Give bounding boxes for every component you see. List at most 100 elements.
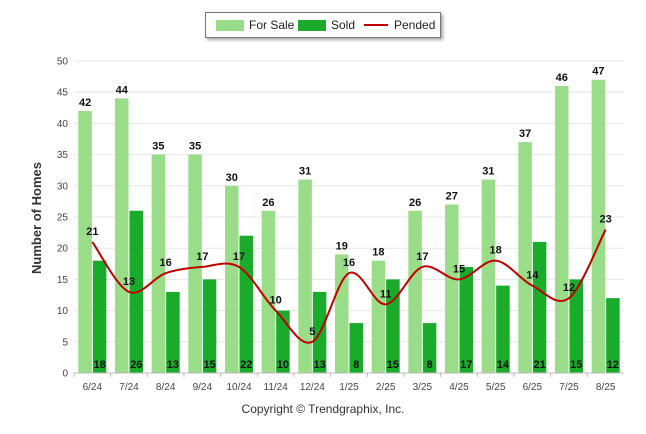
legend-item-for-sale[interactable]: For Sale	[216, 13, 294, 37]
y-tick-label: 35	[57, 150, 69, 161]
for-sale-swatch	[216, 19, 244, 31]
bar-sold	[349, 323, 363, 373]
data-label-sold: 12	[607, 359, 619, 371]
data-label-pended: 17	[196, 251, 208, 263]
x-tick-label: 5/25	[486, 382, 506, 393]
legend-label-for-sale: For Sale	[249, 18, 295, 32]
x-tick-label: 10/24	[226, 382, 251, 393]
bar-sold	[459, 266, 473, 373]
data-label-for-sale: 44	[116, 84, 129, 96]
bar-sold	[496, 285, 510, 373]
bar-sold	[92, 260, 107, 373]
bar-for-sale	[188, 154, 202, 373]
bar-for-sale	[555, 85, 569, 374]
bar-for-sale	[261, 210, 276, 373]
x-tick-label: 4/25	[449, 382, 469, 393]
data-label-sold: 13	[313, 359, 325, 371]
y-tick-label: 25	[57, 213, 69, 224]
bar-for-sale	[408, 210, 422, 373]
pended-line-layer	[91, 229, 607, 344]
x-tick-label: 8/24	[156, 382, 176, 393]
data-label-sold: 8	[427, 359, 433, 371]
bar-for-sale	[78, 110, 92, 374]
bar-for-sale	[518, 142, 532, 373]
data-label-sold: 14	[497, 359, 510, 371]
legend-label-sold: Sold	[331, 18, 356, 32]
data-label-for-sale: 37	[519, 128, 531, 140]
x-tick-label: 3/25	[413, 382, 433, 393]
grid-lines	[74, 60, 624, 343]
data-label-pended: 18	[490, 245, 502, 257]
data-labels: 42 18 44 26 35 13 35 15 30 22 26 10 31 13 19 8 18 15 26 8 27…	[79, 66, 619, 371]
bar-sold	[606, 298, 620, 373]
data-label-for-sale: 30	[226, 172, 238, 184]
data-label-sold: 15	[570, 359, 582, 371]
data-label-pended: 15	[453, 263, 465, 275]
data-label-for-sale: 31	[299, 166, 311, 178]
y-tick-label: 15	[57, 275, 69, 286]
legend-label-pended: Pended	[394, 18, 436, 32]
data-label-for-sale: 26	[409, 197, 421, 209]
data-label-for-sale: 31	[482, 166, 494, 178]
bar-for-sale	[591, 79, 606, 373]
x-tick-label: 6/25	[523, 382, 543, 393]
data-label-sold: 26	[130, 359, 142, 371]
bar-for-sale	[151, 154, 166, 373]
copyright-footer: Copyright © Trendgraphix, Inc.	[241, 402, 405, 416]
pended-swatch	[364, 24, 388, 26]
data-label-sold: 22	[240, 359, 252, 371]
data-label-sold: 10	[277, 359, 289, 371]
sold-swatch	[298, 19, 326, 31]
data-label-for-sale: 35	[189, 141, 201, 153]
bar-for-sale	[481, 179, 496, 373]
x-tick-label: 2/25	[376, 382, 396, 393]
data-label-for-sale: 46	[556, 72, 568, 84]
bar-sold	[202, 279, 217, 373]
data-label-for-sale: 26	[262, 197, 274, 209]
y-tick-label: 20	[57, 244, 69, 255]
data-label-for-sale: 18	[372, 247, 384, 259]
data-label-pended: 16	[160, 257, 172, 269]
data-label-pended: 17	[233, 251, 245, 263]
y-tick-label: 10	[57, 306, 69, 317]
data-label-for-sale: 35	[152, 141, 164, 153]
bar-sold	[532, 241, 547, 373]
data-label-pended: 21	[86, 226, 98, 238]
data-label-sold: 15	[203, 359, 215, 371]
x-tick-label: 9/24	[193, 382, 213, 393]
legend-item-pended[interactable]: Pended	[364, 13, 435, 37]
data-label-for-sale: 27	[446, 191, 458, 203]
y-tick-label: 5	[62, 337, 68, 348]
data-label-sold: 17	[460, 359, 472, 371]
bar-sold	[569, 279, 583, 373]
data-label-sold: 18	[93, 359, 105, 371]
x-tick-label: 8/25	[596, 382, 616, 393]
legend: For Sale Sold Pended	[205, 12, 441, 38]
bar-for-sale	[298, 179, 312, 373]
x-tick-label: 11/24	[264, 382, 289, 393]
x-tick-label: 1/25	[339, 382, 359, 393]
data-label-sold: 13	[167, 359, 179, 371]
x-tick-label: 12/24	[300, 382, 325, 393]
y-tick-label: 30	[57, 181, 69, 192]
y-tick-label: 45	[57, 88, 69, 99]
data-label-for-sale: 42	[79, 97, 91, 109]
data-label-pended: 10	[270, 295, 282, 307]
y-tick-label: 40	[57, 119, 69, 130]
bar-sold	[276, 310, 290, 373]
x-tick-label: 7/24	[119, 382, 139, 393]
bar-for-sale	[225, 185, 239, 373]
bar-for-sale	[335, 254, 349, 373]
data-label-for-sale: 47	[592, 66, 604, 78]
data-label-pended: 5	[309, 326, 315, 338]
bar-for-sale	[371, 260, 386, 373]
data-label-pended: 17	[416, 251, 428, 263]
data-label-pended: 11	[380, 288, 392, 300]
legend-item-sold[interactable]: Sold	[298, 13, 355, 37]
bar-sold	[166, 291, 180, 373]
y-axis-label: Number of Homes	[29, 162, 44, 274]
bar-sold	[422, 323, 437, 373]
data-label-pended: 16	[343, 257, 355, 269]
x-tick-label: 6/24	[83, 382, 103, 393]
